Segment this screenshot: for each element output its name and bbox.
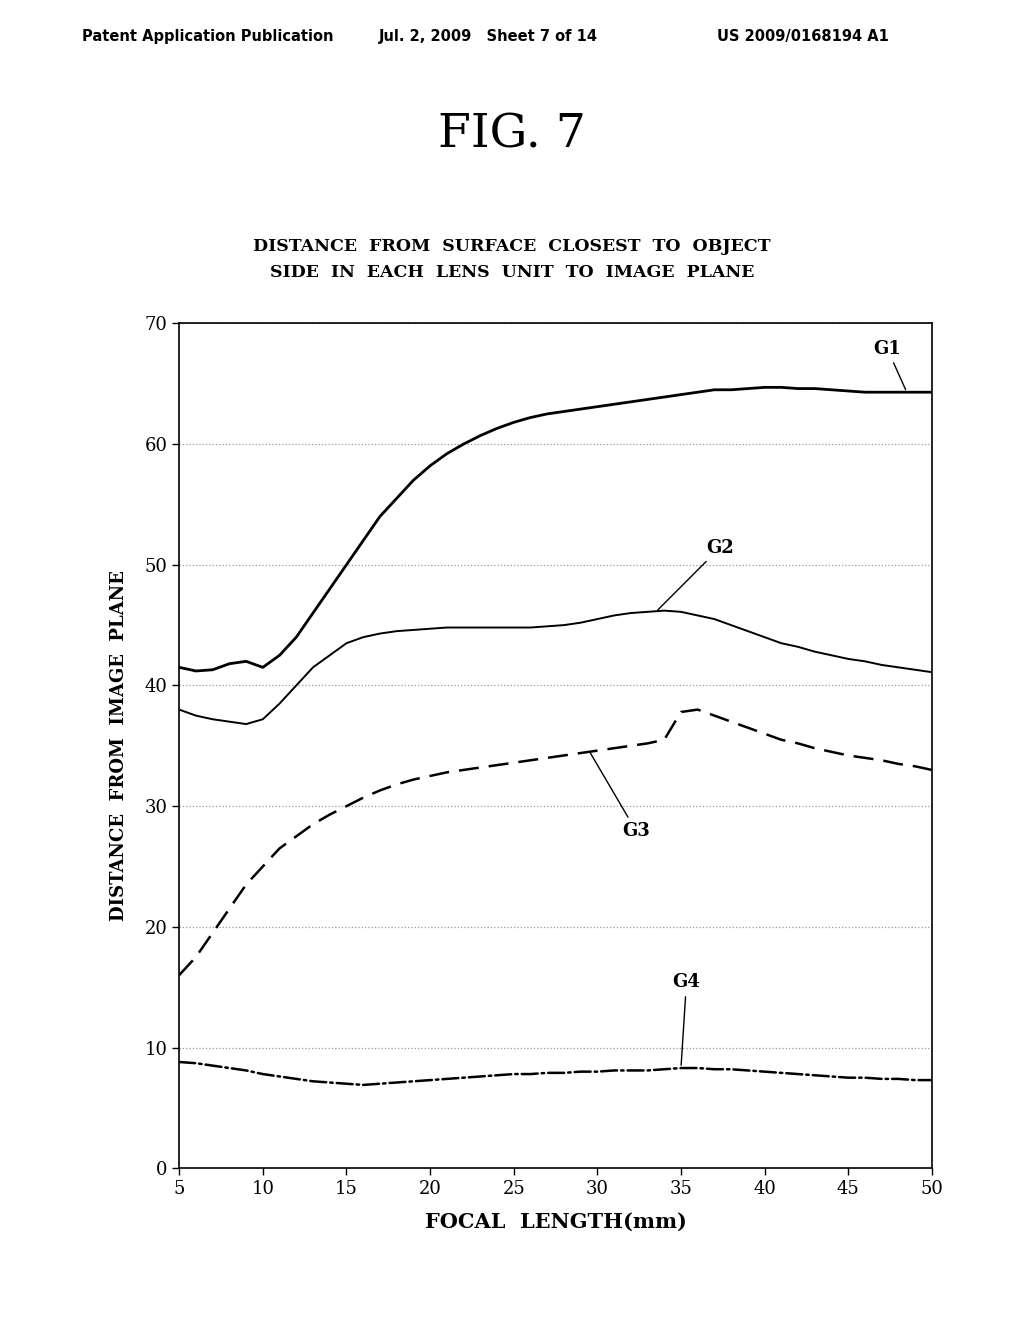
Text: Jul. 2, 2009   Sheet 7 of 14: Jul. 2, 2009 Sheet 7 of 14 <box>379 29 598 44</box>
Text: G3: G3 <box>591 752 650 841</box>
X-axis label: FOCAL  LENGTH(mm): FOCAL LENGTH(mm) <box>425 1212 686 1232</box>
Text: SIDE  IN  EACH  LENS  UNIT  TO  IMAGE  PLANE: SIDE IN EACH LENS UNIT TO IMAGE PLANE <box>269 264 755 281</box>
Text: FIG. 7: FIG. 7 <box>438 112 586 157</box>
Text: DISTANCE  FROM  SURFACE  CLOSEST  TO  OBJECT: DISTANCE FROM SURFACE CLOSEST TO OBJECT <box>253 238 771 255</box>
Text: US 2009/0168194 A1: US 2009/0168194 A1 <box>717 29 889 44</box>
Text: G2: G2 <box>657 539 734 610</box>
Y-axis label: DISTANCE  FROM  IMAGE  PLANE: DISTANCE FROM IMAGE PLANE <box>110 570 128 921</box>
Text: Patent Application Publication: Patent Application Publication <box>82 29 334 44</box>
Text: G4: G4 <box>673 973 700 1065</box>
Text: G1: G1 <box>873 339 905 389</box>
